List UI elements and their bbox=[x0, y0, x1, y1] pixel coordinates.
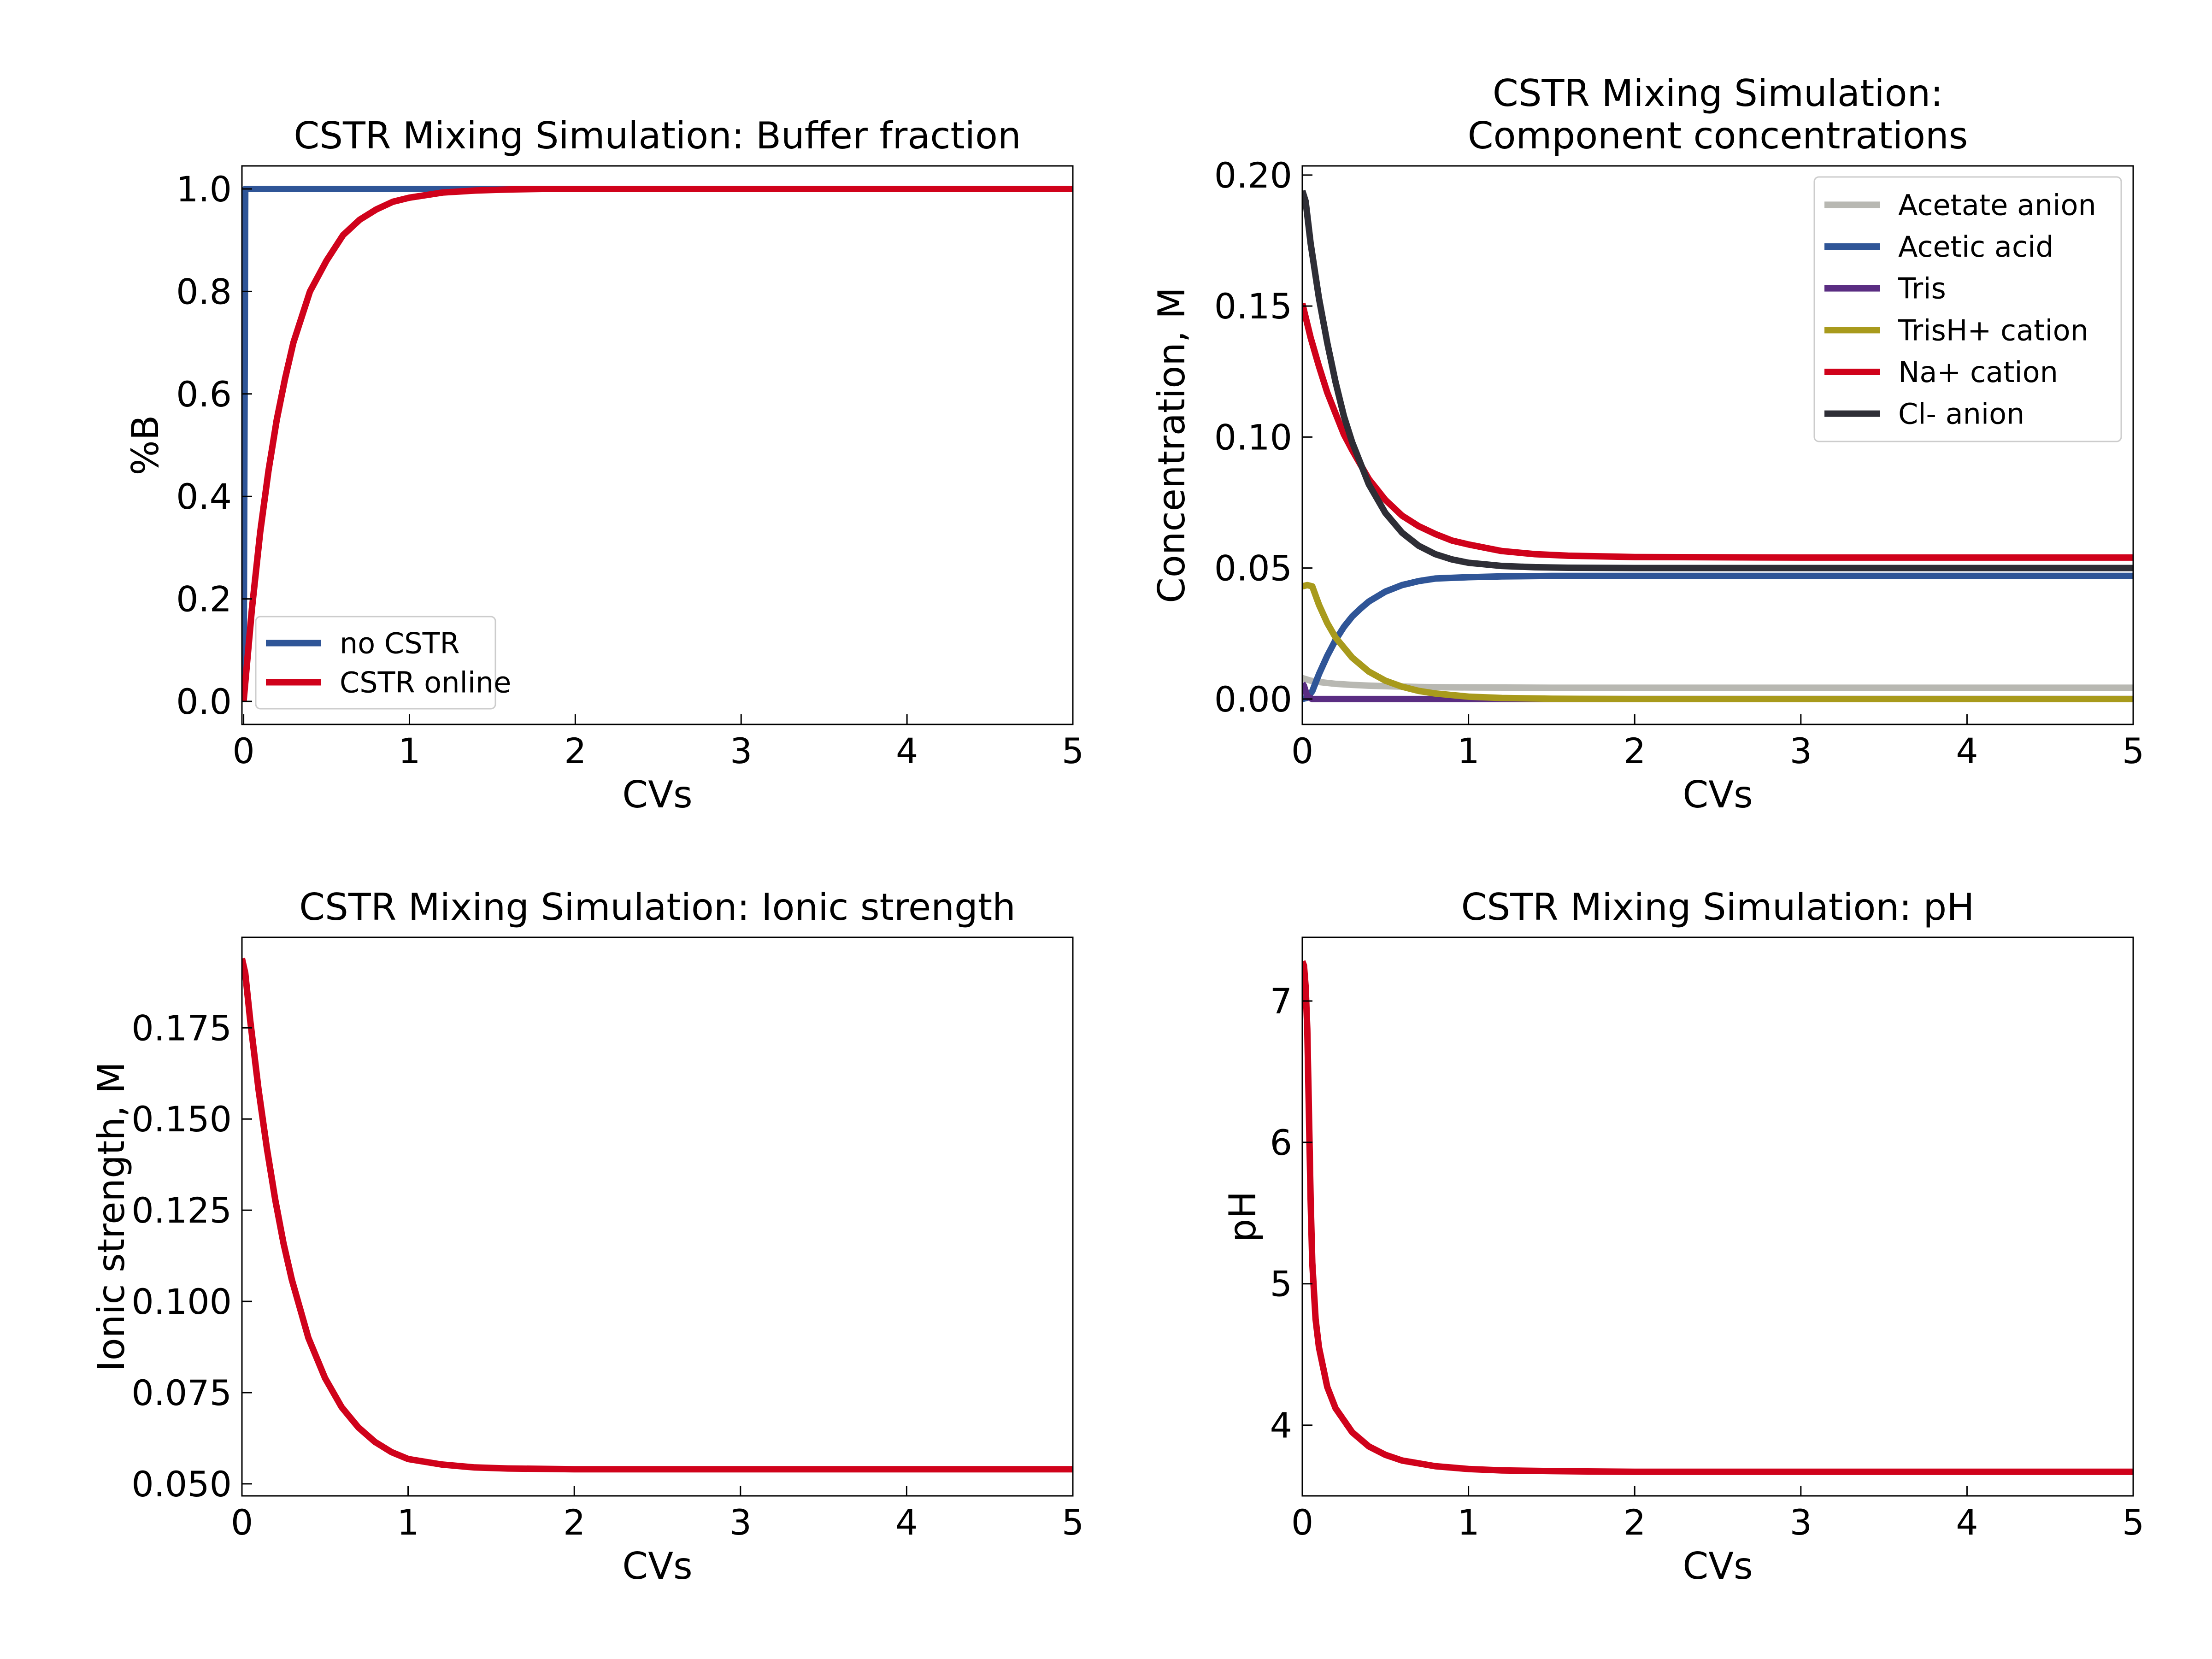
x-tick-label: 0 bbox=[1291, 730, 1313, 771]
x-tick-label: 1 bbox=[397, 1502, 419, 1543]
y-tick-label: 7 bbox=[1270, 981, 1292, 1022]
y-axis-label: pH bbox=[1221, 1191, 1264, 1242]
x-tick-label: 2 bbox=[563, 1502, 585, 1543]
x-tick-label: 3 bbox=[729, 1502, 752, 1543]
y-tick-label: 0.2 bbox=[176, 579, 232, 620]
y-tick-label: 0.6 bbox=[176, 374, 232, 415]
legend: no CSTR CSTR online bbox=[255, 616, 511, 710]
y-tick-label: 5 bbox=[1270, 1264, 1292, 1305]
chart-subtitle: Component concentrations bbox=[1468, 114, 1968, 157]
y-tick-label: 0.0 bbox=[176, 681, 232, 722]
plot-frame bbox=[241, 165, 1074, 725]
x-tick-label: 2 bbox=[1624, 730, 1646, 771]
x-tick-label: 1 bbox=[1457, 1502, 1479, 1543]
series-line-3 bbox=[1302, 681, 2133, 702]
legend: Acetate anion Acetic acid Tris TrisH+ catio… bbox=[1813, 176, 2122, 442]
series-line-1 bbox=[1302, 960, 2133, 1475]
series-line-2 bbox=[1302, 572, 2133, 702]
legend-label: Na+ cation bbox=[1898, 355, 2058, 389]
x-tick-label: 0 bbox=[232, 730, 254, 771]
chart-2: 0 1 2 3 4 5 0.00 0.05 0.10 0.15 0.20 CSTR Mixing Si… bbox=[1150, 72, 2144, 816]
x-tick-label: 4 bbox=[1956, 730, 1978, 771]
y-tick-label: 0.175 bbox=[131, 1007, 232, 1048]
y-tick-label: 4 bbox=[1270, 1405, 1292, 1446]
x-tick-label: 2 bbox=[1624, 1502, 1646, 1543]
y-axis-label: Ionic strength, M bbox=[90, 1062, 133, 1371]
y-tick-label: 0.05 bbox=[1214, 548, 1292, 589]
x-tick-label: 1 bbox=[1457, 730, 1479, 771]
x-tick-label: 1 bbox=[398, 730, 420, 771]
x-tick-label: 2 bbox=[564, 730, 586, 771]
legend-frame bbox=[1813, 176, 2122, 442]
chart-title: CSTR Mixing Simulation: Ionic strength bbox=[299, 886, 1016, 929]
legend-label: Cl- anion bbox=[1898, 397, 2024, 431]
x-axis-label: CVs bbox=[622, 1545, 692, 1588]
chart-1: 0 1 2 3 4 5 0.0 0.2 0.4 0.6 0.8 1.0 CSTR Mixing Simu… bbox=[124, 114, 1084, 816]
y-tick-label: 0.125 bbox=[131, 1190, 232, 1231]
x-tick-label: 0 bbox=[231, 1502, 253, 1543]
x-axis-label: CVs bbox=[622, 773, 692, 816]
series-line-2 bbox=[242, 186, 1073, 702]
legend-label: CSTR online bbox=[340, 666, 511, 700]
plot-frame bbox=[241, 936, 1074, 1497]
y-tick-label: 0.8 bbox=[176, 271, 232, 312]
legend-label: Tris bbox=[1898, 272, 1946, 306]
x-tick-label: 3 bbox=[1790, 1502, 1812, 1543]
y-tick-label: 0.4 bbox=[176, 476, 232, 517]
series-line-1 bbox=[1302, 675, 2133, 691]
x-tick-label: 0 bbox=[1291, 1502, 1313, 1543]
y-tick-label: 0.20 bbox=[1214, 155, 1292, 196]
y-tick-label: 0.150 bbox=[131, 1099, 232, 1140]
y-tick-label: 0.050 bbox=[131, 1464, 232, 1505]
series-line-5 bbox=[1302, 302, 2133, 561]
legend-label: TrisH+ cation bbox=[1898, 313, 2088, 347]
x-tick-label: 5 bbox=[1062, 1502, 1084, 1543]
y-tick-label: 1.0 bbox=[176, 169, 232, 210]
x-tick-label: 4 bbox=[895, 1502, 918, 1543]
x-tick-label: 5 bbox=[2122, 730, 2144, 771]
y-tick-label: 6 bbox=[1270, 1122, 1292, 1163]
chart-title: CSTR Mixing Simulation: pH bbox=[1461, 886, 1975, 929]
legend-frame bbox=[255, 616, 496, 710]
chart-4: 0 1 2 3 4 5 4 5 6 7 CSTR Mixing Simulation: pH CVs p… bbox=[1221, 886, 2144, 1588]
x-axis-label: CVs bbox=[1683, 1545, 1753, 1588]
chart-title: CSTR Mixing Simulation: Buffer fraction bbox=[294, 114, 1021, 157]
y-tick-label: 0.075 bbox=[131, 1372, 232, 1413]
y-tick-label: 0.00 bbox=[1214, 679, 1292, 720]
y-tick-label: 0.100 bbox=[131, 1281, 232, 1322]
x-tick-label: 4 bbox=[1956, 1502, 1978, 1543]
chart-3: 0 1 2 3 4 5 0.050 0.075 0.100 0.125 0.150 0.175 CSTR… bbox=[90, 886, 1084, 1588]
legend-label: Acetate anion bbox=[1898, 188, 2096, 222]
y-axis-label: Concentration, M bbox=[1150, 287, 1193, 603]
legend-label: Acetic acid bbox=[1898, 230, 2054, 264]
plot-frame bbox=[1301, 936, 2134, 1497]
series-line-6 bbox=[1302, 189, 2133, 571]
x-tick-label: 4 bbox=[896, 730, 918, 771]
plot-frame bbox=[1301, 165, 2134, 725]
x-tick-label: 3 bbox=[730, 730, 752, 771]
y-axis-label: %B bbox=[124, 415, 167, 476]
y-tick-label: 0.15 bbox=[1214, 286, 1292, 327]
y-tick-label: 0.10 bbox=[1214, 417, 1292, 458]
x-tick-label: 5 bbox=[1062, 730, 1084, 771]
chart-title: CSTR Mixing Simulation: bbox=[1493, 72, 1943, 115]
series-line-4 bbox=[1302, 582, 2133, 702]
legend-label: no CSTR bbox=[340, 627, 460, 660]
x-axis-label: CVs bbox=[1683, 773, 1753, 816]
x-tick-label: 5 bbox=[2122, 1502, 2144, 1543]
series-line-1 bbox=[242, 958, 1073, 1473]
x-tick-label: 3 bbox=[1790, 730, 1812, 771]
